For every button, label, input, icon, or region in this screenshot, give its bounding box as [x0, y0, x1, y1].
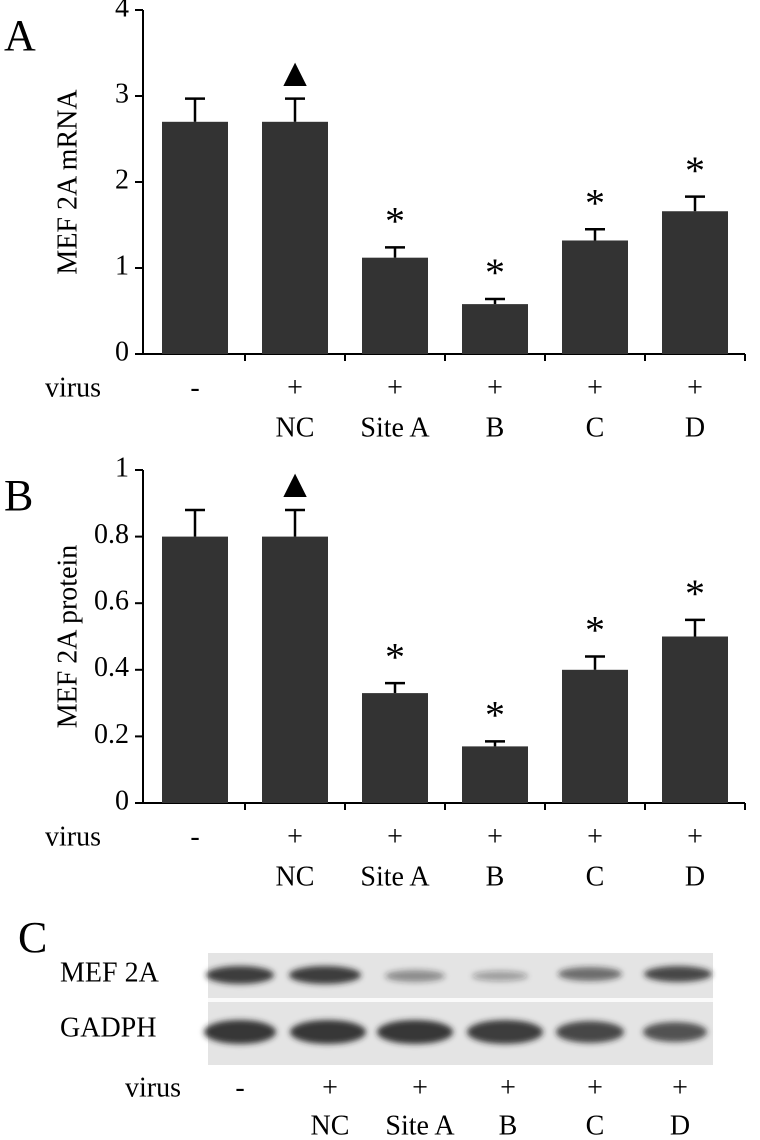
category-sublabel: C	[586, 1110, 605, 1140]
significance-marker: *	[385, 634, 405, 679]
row-label: virus	[45, 821, 101, 852]
bar	[662, 211, 728, 354]
band	[472, 971, 528, 981]
category-sublabel: B	[499, 1110, 518, 1140]
band	[385, 970, 445, 982]
blot-panel: C MEF 2A GADPH virus	[18, 913, 713, 1103]
band	[644, 966, 712, 982]
category-sublabel: Site A	[360, 861, 430, 892]
category-label: +	[687, 821, 703, 852]
band	[290, 1020, 366, 1044]
category-label: +	[587, 1072, 603, 1103]
category-label: +	[587, 821, 603, 852]
category-label: +	[412, 1072, 428, 1103]
y-axis-title: MEF 2A protein	[52, 545, 83, 729]
significance-marker: *	[585, 608, 605, 653]
y-tick-label: 0	[115, 336, 129, 367]
y-tick-label: 0.2	[94, 719, 129, 750]
band	[377, 1020, 453, 1044]
bar	[662, 636, 728, 803]
category-sublabel: D	[685, 861, 705, 892]
panel-label: C	[18, 913, 47, 962]
row-label: virus	[125, 1072, 181, 1103]
significance-marker: *	[685, 571, 705, 616]
significance-marker: *	[485, 693, 505, 738]
category-sublabel: NC	[311, 1110, 350, 1140]
y-tick-label: 4	[115, 0, 129, 23]
y-tick-label: 0.6	[94, 586, 129, 617]
band	[558, 967, 622, 981]
bar	[462, 304, 528, 354]
category-label: +	[672, 1072, 688, 1103]
significance-marker: *	[485, 250, 505, 295]
category-label: +	[287, 821, 303, 852]
category-sublabel: NC	[276, 861, 315, 892]
band	[206, 966, 274, 984]
category-label: +	[687, 372, 703, 403]
row-label: GADPH	[60, 1012, 156, 1043]
y-tick-label: 0.8	[94, 519, 129, 550]
bar	[262, 536, 328, 803]
band	[643, 1022, 707, 1042]
panel-label: A	[4, 11, 36, 60]
band	[289, 966, 361, 984]
row-label: MEF 2A	[60, 957, 160, 988]
category-sublabel: B	[486, 412, 505, 443]
bar	[362, 693, 428, 803]
category-label: +	[387, 821, 403, 852]
y-tick-label: 1	[115, 452, 129, 483]
category-label: -	[235, 1072, 244, 1103]
category-sublabel: B	[486, 861, 505, 892]
bar	[162, 536, 228, 803]
y-tick-label: 0	[115, 785, 129, 816]
category-label: -	[190, 821, 199, 852]
category-label: +	[500, 1072, 516, 1103]
bar	[362, 257, 428, 354]
bar	[462, 746, 528, 803]
category-label: +	[487, 372, 503, 403]
category-label: +	[287, 372, 303, 403]
band	[556, 1021, 624, 1043]
band	[467, 1020, 543, 1044]
category-sublabel: C	[586, 861, 605, 892]
significance-marker: *	[585, 180, 605, 225]
category-label: +	[587, 372, 603, 403]
category-sublabel: Site A	[360, 412, 430, 443]
category-sublabel: C	[586, 412, 605, 443]
bar	[162, 121, 228, 354]
category-label: +	[387, 372, 403, 403]
significance-marker: ▲	[275, 461, 315, 506]
y-tick-label: 2	[115, 164, 129, 195]
y-tick-label: 1	[115, 250, 129, 281]
category-label: -	[190, 372, 199, 403]
band	[204, 1020, 276, 1044]
category-label: +	[322, 1072, 338, 1103]
significance-marker: ▲	[275, 50, 315, 95]
row-label: virus	[45, 372, 101, 403]
panel-label: B	[4, 471, 33, 520]
category-sublabel: Site A	[385, 1110, 455, 1140]
blot-image	[208, 953, 713, 1065]
significance-marker: *	[385, 199, 405, 244]
significance-marker: *	[685, 148, 705, 193]
bands	[204, 966, 712, 1044]
category-sublabel: D	[670, 1110, 690, 1140]
category-sublabel: NC	[276, 412, 315, 443]
y-axis-title: MEF 2A mRNA	[52, 89, 83, 275]
y-tick-label: 3	[115, 78, 129, 109]
category-sublabel: D	[685, 412, 705, 443]
category-label: +	[487, 821, 503, 852]
bar	[262, 121, 328, 354]
y-tick-label: 0.4	[94, 652, 129, 683]
bar	[562, 669, 628, 803]
bar	[562, 240, 628, 354]
